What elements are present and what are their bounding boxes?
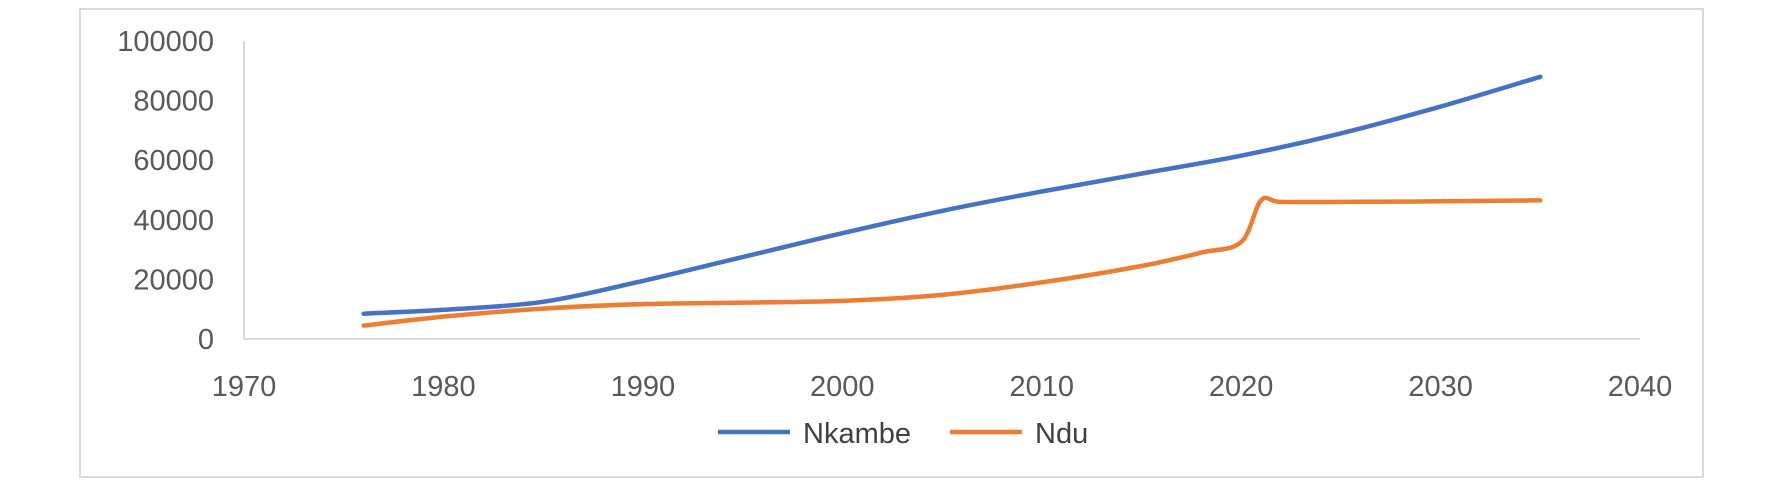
chart-frame (79, 8, 1704, 478)
y-tick-label: 60000 (133, 145, 214, 177)
y-tick-label: 20000 (133, 264, 214, 296)
x-tick-label: 2010 (1009, 371, 1074, 403)
legend-label-ndu: Ndu (1035, 418, 1088, 450)
x-tick-label: 1970 (212, 371, 277, 403)
y-tick-label: 40000 (133, 205, 214, 237)
x-tick-label: 2030 (1408, 371, 1473, 403)
x-tick-label: 2040 (1608, 371, 1673, 403)
x-tick-label: 2020 (1209, 371, 1274, 403)
y-tick-label: 100000 (117, 26, 214, 58)
axes: 0 20000 40000 60000 80000 100000 1970 1980 1990 2… (117, 26, 1672, 403)
x-tick-label: 2000 (810, 371, 875, 403)
x-tick-label: 1980 (411, 371, 476, 403)
series-line-nkambe (361, 74, 1543, 316)
legend-label-nkambe: Nkambe (803, 418, 911, 450)
x-tick-label: 1990 (611, 371, 676, 403)
series-lines (361, 74, 1543, 328)
y-tick-label: 0 (198, 324, 214, 356)
series-line-ndu (361, 195, 1543, 328)
y-tick-label: 80000 (133, 86, 214, 118)
legend: Nkambe Ndu (718, 418, 1088, 450)
